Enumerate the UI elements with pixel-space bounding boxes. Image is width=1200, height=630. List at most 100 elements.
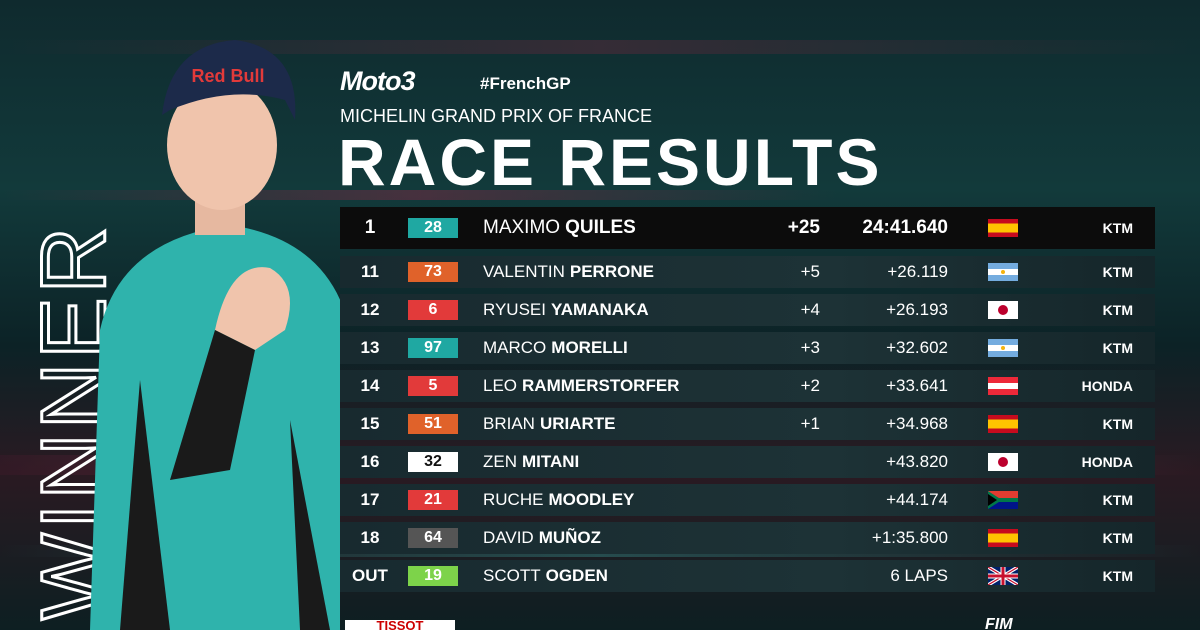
sponsor: TISSOT — [345, 619, 455, 630]
rider-number: 32 — [408, 452, 458, 472]
points: +4 — [800, 300, 820, 319]
first-name: MARCO — [483, 338, 547, 357]
flag-icon — [988, 453, 1018, 471]
rider-number: 73 — [408, 262, 458, 282]
bg-streak — [0, 40, 1200, 54]
subtitle: MICHELIN GRAND PRIX OF FRANCE — [340, 106, 653, 126]
fim-logo: FIM — [985, 616, 1013, 630]
points: +2 — [800, 376, 820, 395]
flag-icon — [988, 339, 1018, 357]
flag-icon — [988, 219, 1018, 237]
time: +43.820 — [886, 452, 948, 471]
last-name: MORELLI — [551, 338, 628, 357]
flag — [988, 256, 1018, 288]
logo: Moto3 — [340, 66, 415, 96]
flag-icon — [988, 529, 1018, 547]
rider-number: 51 — [408, 414, 458, 434]
points: +5 — [800, 262, 820, 281]
first-name: LEO — [483, 376, 518, 395]
position: 17 — [360, 490, 380, 509]
flag-icon — [988, 301, 1018, 319]
winner-art: WINNER Red Bull — [22, 40, 340, 630]
time: +26.119 — [887, 262, 948, 281]
first-name: SCOTT — [483, 566, 541, 585]
points: +1 — [800, 414, 820, 433]
manufacturer: HONDA — [1081, 378, 1133, 394]
flag-icon — [988, 567, 1018, 585]
flag — [988, 522, 1018, 554]
flag — [988, 207, 1018, 249]
time: 24:41.640 — [862, 217, 948, 238]
time: 6 LAPS — [890, 566, 948, 585]
rider-number: 64 — [408, 528, 458, 548]
first-name: RUCHE — [483, 490, 544, 509]
time: +26.193 — [886, 300, 948, 319]
position: 11 — [361, 262, 379, 281]
position: OUT — [352, 566, 388, 585]
result-row: 11 73 VALENTIN PERRONE +5 +26.119 KTM — [340, 256, 1155, 288]
position: 1 — [364, 217, 376, 238]
rider-number: 97 — [408, 338, 458, 358]
rider-figure: Red Bull — [90, 40, 340, 630]
flag-icon — [988, 415, 1018, 433]
flag — [988, 484, 1018, 516]
position: 12 — [360, 300, 380, 319]
last-name: PERRONE — [569, 262, 654, 281]
manufacturer: KTM — [1102, 302, 1133, 318]
time: +33.641 — [886, 376, 948, 395]
rider-name: RUCHE MOODLEY — [483, 484, 634, 516]
rider-number: 28 — [408, 218, 458, 238]
manufacturer: KTM — [1102, 492, 1133, 508]
position: 18 — [360, 528, 380, 547]
last-name: MUÑOZ — [538, 528, 602, 547]
flag — [988, 560, 1018, 592]
manufacturer: KTM — [1102, 340, 1133, 356]
result-row: 17 21 RUCHE MOODLEY +44.174 KTM — [340, 484, 1155, 516]
manufacturer: KTM — [1102, 530, 1133, 546]
first-name: BRIAN — [483, 414, 535, 433]
rider-name: RYUSEI YAMANAKA — [483, 294, 649, 326]
rider-name: MAXIMO QUILES — [483, 207, 636, 249]
flag — [988, 370, 1018, 402]
manufacturer: KTM — [1102, 220, 1133, 236]
last-name: MOODLEY — [548, 490, 635, 509]
points: +25 — [787, 217, 820, 238]
rider-number: 6 — [408, 300, 458, 320]
result-row: 1 28 MAXIMO QUILES +25 24:41.640 KTM — [340, 207, 1155, 249]
first-name: ZEN — [483, 452, 517, 471]
last-name: YAMANAKA — [551, 300, 649, 319]
time: +32.602 — [886, 338, 948, 357]
flag-icon — [988, 491, 1018, 509]
manufacturer: KTM — [1102, 416, 1133, 432]
rider-name: LEO RAMMERSTORFER — [483, 370, 679, 402]
points: +3 — [800, 338, 820, 357]
position: 16 — [360, 452, 380, 471]
last-name: QUILES — [565, 217, 636, 238]
last-name: RAMMERSTORFER — [522, 376, 680, 395]
rider-name: BRIAN URIARTE — [483, 408, 616, 440]
result-row: 18 64 DAVID MUÑOZ +1:35.800 KTM — [340, 522, 1155, 554]
manufacturer: KTM — [1102, 264, 1133, 280]
result-row: 14 5 LEO RAMMERSTORFER +2 +33.641 HONDA — [340, 370, 1155, 402]
rider-number: 5 — [408, 376, 458, 396]
rider-number: 21 — [408, 490, 458, 510]
flag-icon — [988, 263, 1018, 281]
rider-name: SCOTT OGDEN — [483, 560, 608, 592]
first-name: MAXIMO — [483, 217, 561, 238]
time: +44.174 — [886, 490, 948, 509]
rider-name: VALENTIN PERRONE — [483, 256, 654, 288]
bg-streak — [0, 190, 1200, 200]
rider-number: 19 — [408, 566, 458, 586]
rider-name: MARCO MORELLI — [483, 332, 628, 364]
first-name: RYUSEI — [483, 300, 546, 319]
rider-name: ZEN MITANI — [483, 446, 579, 478]
first-name: VALENTIN — [483, 262, 565, 281]
first-name: DAVID — [483, 528, 534, 547]
position: 14 — [360, 376, 380, 395]
title: RACE RESULTS — [338, 125, 883, 199]
flag — [988, 294, 1018, 326]
result-row: OUT 19 SCOTT OGDEN 6 LAPS KTM — [340, 560, 1155, 592]
svg-text:Red Bull: Red Bull — [191, 66, 264, 86]
last-name: OGDEN — [545, 566, 608, 585]
